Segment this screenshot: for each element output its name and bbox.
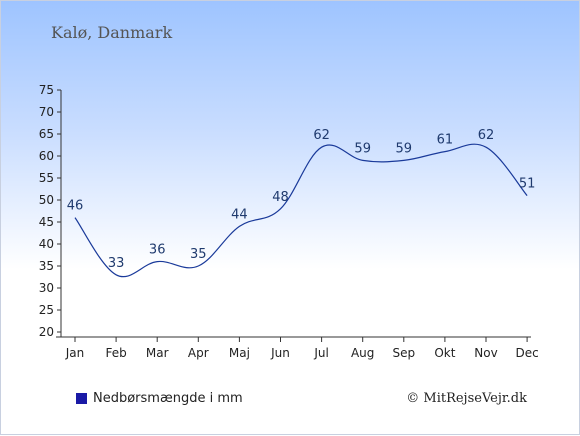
y-tick-label: 50 (39, 193, 54, 207)
series-line (74, 143, 528, 278)
y-tick-label: 45 (39, 215, 54, 229)
x-tick-label: Jun (270, 346, 290, 360)
y-tick-label: 70 (39, 105, 54, 119)
y-tick-label: 35 (39, 259, 54, 273)
y-tick-label: 30 (39, 281, 54, 295)
x-axis-ticks: Jan Feb Mar Apr Maj Jun Jul Aug Sep Okt Nov Dec (65, 337, 539, 360)
x-tick-label: Nov (474, 346, 497, 360)
x-tick-label: Feb (105, 346, 126, 360)
copyright: © MitRejseVejr.dk (406, 391, 527, 406)
data-label: 59 (354, 141, 371, 156)
y-tick-label: 20 (39, 325, 54, 339)
data-label: 35 (190, 247, 207, 262)
data-label: 48 (272, 190, 289, 205)
y-tick-label: 55 (39, 171, 54, 185)
y-tick-label: 40 (39, 237, 54, 251)
x-tick-label: Jul (313, 346, 328, 360)
y-tick-label: 75 (39, 83, 54, 97)
x-tick-label: Sep (392, 346, 415, 360)
legend: Nedbørsmængde i mm (76, 391, 243, 406)
y-axis-ticks: 20 25 30 35 40 45 50 55 60 65 70 75 (39, 83, 61, 339)
data-label: 46 (67, 199, 84, 214)
data-label: 62 (478, 128, 495, 143)
data-label: 61 (437, 133, 454, 148)
y-tick-label: 25 (39, 303, 54, 317)
data-label: 62 (313, 128, 330, 143)
x-tick-label: Jan (65, 346, 85, 360)
x-tick-label: Aug (351, 346, 374, 360)
x-tick-label: Maj (229, 346, 250, 360)
chart-title: Kalø, Danmark (51, 23, 173, 42)
x-tick-label: Mar (146, 346, 169, 360)
legend-swatch (76, 393, 87, 404)
x-tick-label: Okt (434, 346, 455, 360)
y-tick-label: 65 (39, 127, 54, 141)
x-tick-label: Apr (188, 346, 209, 360)
y-tick-label: 60 (39, 149, 54, 163)
data-label: 33 (108, 256, 125, 271)
data-label: 51 (519, 177, 536, 192)
data-label: 36 (149, 243, 166, 258)
data-labels: 46 33 36 35 44 48 62 59 59 61 62 51 (67, 128, 536, 271)
data-label: 59 (396, 141, 413, 156)
legend-label: Nedbørsmængde i mm (93, 391, 243, 406)
x-tick-label: Dec (515, 346, 538, 360)
axes (56, 90, 531, 338)
data-label: 44 (231, 207, 248, 222)
